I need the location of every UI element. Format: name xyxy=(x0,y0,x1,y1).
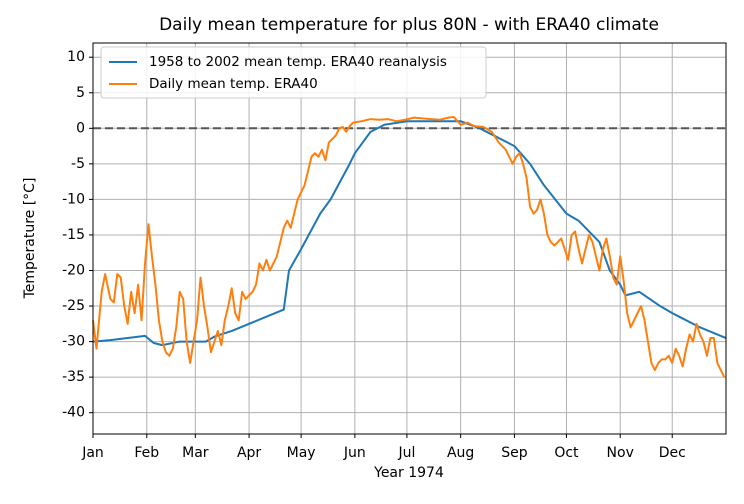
legend: 1958 to 2002 mean temp. ERA40 reanalysis… xyxy=(100,46,487,99)
legend-label: 1958 to 2002 mean temp. ERA40 reanalysis xyxy=(149,54,447,70)
y-tick-label: -40 xyxy=(62,405,85,421)
plot-frame xyxy=(92,42,727,435)
x-axis-label: Year 1974 xyxy=(373,465,444,481)
y-tick-label: 10 xyxy=(67,49,85,65)
y-axis-label: Temperature [°C] xyxy=(22,178,38,300)
x-tick-label: Oct xyxy=(554,445,579,461)
data-line xyxy=(92,120,727,347)
x-tick-label: Mar xyxy=(182,445,209,461)
y-tick-label: 5 xyxy=(76,85,85,101)
x-tick-label: Jan xyxy=(81,445,104,461)
x-tick-label: Jun xyxy=(343,445,366,461)
y-tick-label: 0 xyxy=(76,120,85,136)
y-tick-label: -25 xyxy=(62,298,85,314)
chart-title: Daily mean temperature for plus 80N - wi… xyxy=(159,15,659,35)
x-tick-label: Nov xyxy=(607,445,634,461)
y-tick-label: -35 xyxy=(62,369,85,385)
x-tick-label: Apr xyxy=(237,445,261,461)
legend-label: Daily mean temp. ERA40 xyxy=(149,76,318,92)
y-tick-label: -20 xyxy=(62,262,85,278)
y-tick-label: -30 xyxy=(62,334,85,350)
x-tick-label: Aug xyxy=(447,445,474,461)
x-tick-label: Feb xyxy=(134,445,159,461)
x-tick-label: May xyxy=(287,445,316,461)
y-tick-label: -5 xyxy=(71,156,85,172)
y-tick-label: -15 xyxy=(62,227,85,243)
y-tick-label: -10 xyxy=(62,191,85,207)
data-line xyxy=(92,115,726,378)
x-tick-label: Dec xyxy=(659,445,686,461)
x-tick-label: Jul xyxy=(397,445,415,461)
legend-box xyxy=(100,46,487,99)
x-tick-label: Sep xyxy=(501,445,528,461)
